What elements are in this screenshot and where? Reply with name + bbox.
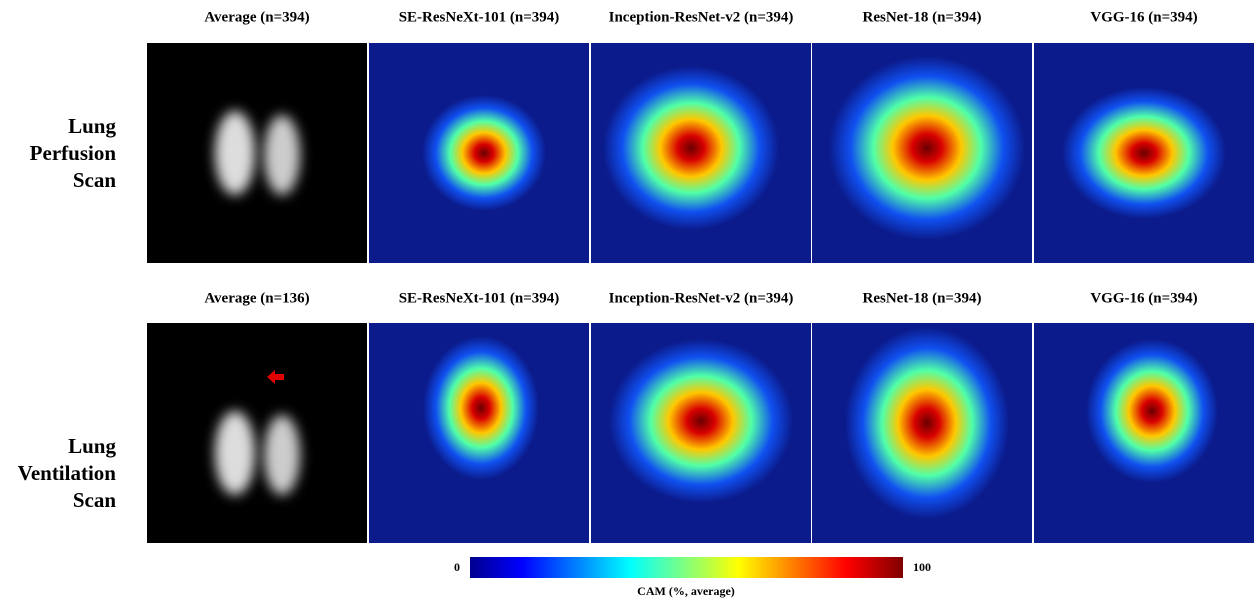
colorbar <box>470 557 903 578</box>
heatmap <box>1086 339 1218 483</box>
panel-image <box>147 323 367 543</box>
panel-image <box>369 323 589 543</box>
panel-image <box>591 43 811 263</box>
panel-image <box>147 43 367 263</box>
image-bg <box>147 323 367 543</box>
panel-title: Average (n=394) <box>204 9 309 25</box>
panel-title: SE-ResNeXt-101 (n=394) <box>399 290 560 306</box>
panel-image <box>1034 43 1254 263</box>
row-label: Ventilation <box>18 461 117 485</box>
colorbar-label: CAM (%, average) <box>637 584 735 598</box>
row-label: Lung <box>68 114 116 138</box>
row-label: Scan <box>73 168 117 192</box>
panel-title: Average (n=136) <box>204 290 309 306</box>
panel-title: VGG-16 (n=394) <box>1090 9 1197 25</box>
panel-image <box>591 323 811 543</box>
heatmap <box>422 95 546 211</box>
panel-title: VGG-16 (n=394) <box>1090 290 1197 306</box>
panel-title: SE-ResNeXt-101 (n=394) <box>399 9 560 25</box>
colorbar-tick: 0 <box>454 560 460 574</box>
lung <box>215 411 255 495</box>
panel-image <box>1034 323 1254 543</box>
heatmap <box>845 327 1009 519</box>
panel-title: Inception-ResNet-v2 (n=394) <box>609 9 794 25</box>
row-label: Scan <box>73 488 117 512</box>
row-label: Lung <box>68 434 116 458</box>
panel-title: Inception-ResNet-v2 (n=394) <box>609 290 794 306</box>
lung <box>264 115 300 195</box>
panel-image <box>369 43 589 263</box>
lung <box>264 415 300 495</box>
lung <box>215 111 255 195</box>
heatmap <box>603 66 779 230</box>
panel-title: ResNet-18 (n=394) <box>863 9 982 25</box>
heatmap <box>609 339 793 503</box>
image-bg <box>147 43 367 263</box>
heatmap <box>1062 87 1226 219</box>
heatmap <box>423 336 539 480</box>
arrow <box>267 370 284 384</box>
colorbar-tick: 100 <box>913 560 931 574</box>
panel-image <box>812 43 1032 263</box>
panel-title: ResNet-18 (n=394) <box>863 290 982 306</box>
row-label: Perfusion <box>30 141 117 165</box>
heatmap <box>829 56 1025 240</box>
panel-image <box>812 323 1032 543</box>
